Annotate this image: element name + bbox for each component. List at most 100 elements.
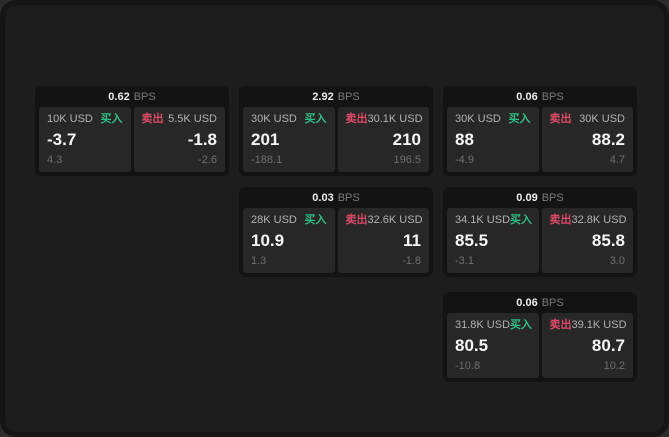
card-body: 10K USD 买入 -3.7 4.3 卖出 5.5K USD -1.8 -2.… [35,107,229,176]
card-header: 2.92 BPS [239,86,433,107]
buy-delta: 1.3 [251,255,267,267]
sell-side-label: 卖出 [549,319,572,331]
buy-panel[interactable]: 30K USD 买入 201 -188.1 [243,107,335,172]
sell-panel[interactable]: 卖出 39.1K USD 80.7 10.2 [541,313,633,378]
bps-suffix-label: BPS [133,90,156,103]
sell-amount: 5.5K USD [168,113,217,125]
card-header: 0.09 BPS [443,187,637,208]
bps-value: 0.03 [312,191,334,204]
card-body: 34.1K USD 买入 85.5 -3.1 卖出 32.8K USD 85.8… [443,208,637,277]
bps-suffix-label: BPS [337,191,360,204]
buy-panel-top: 30K USD 买入 [455,113,531,126]
sell-price: 80.7 [591,336,625,355]
buy-amount: 34.1K USD [455,214,511,226]
buy-panel-top: 28K USD 买入 [251,214,327,227]
card-header: 0.06 BPS [443,292,637,313]
bps-suffix-label: BPS [541,296,564,309]
sell-panel-top: 卖出 32.6K USD [345,214,423,227]
sell-side-label: 卖出 [549,113,572,125]
buy-price: 10.9 [251,231,285,250]
sell-panel[interactable]: 卖出 30.1K USD 210 196.5 [337,107,429,172]
buy-side-label: 买入 [100,113,123,125]
sell-amount: 30.1K USD [367,113,423,125]
sell-delta: 196.5 [393,154,421,166]
card-body: 31.8K USD 买入 80.5 -10.8 卖出 39.1K USD 80.… [443,313,637,382]
card-body: 28K USD 买入 10.9 1.3 卖出 32.6K USD 11 -1.8 [239,208,433,277]
bps-suffix-label: BPS [337,90,360,103]
buy-delta: -3.1 [455,255,474,267]
buy-side-label: 买入 [510,319,533,331]
card-body: 30K USD 买入 201 -188.1 卖出 30.1K USD 210 1… [239,107,433,176]
sell-price: 88.2 [591,130,625,149]
card-header: 0.06 BPS [443,86,637,107]
buy-panel-top: 10K USD 买入 [47,113,123,126]
buy-delta: -4.9 [455,154,474,166]
sell-price: 85.8 [591,231,625,250]
card-header: 0.03 BPS [239,187,433,208]
card-header: 0.62 BPS [35,86,229,107]
buy-panel-top: 30K USD 买入 [251,113,327,126]
sell-side-label: 卖出 [141,113,164,125]
bps-value: 0.06 [516,296,538,309]
buy-amount: 30K USD [455,113,501,125]
buy-price: 85.5 [455,231,489,250]
quote-card[interactable]: 0.06 BPS 31.8K USD 买入 80.5 -10.8 卖出 39.1… [443,292,637,382]
sell-delta: 10.2 [603,360,625,372]
sell-delta: -2.6 [198,154,217,166]
card-body: 30K USD 买入 88 -4.9 卖出 30K USD 88.2 4.7 [443,107,637,176]
bps-value: 2.92 [312,90,334,103]
sell-panel[interactable]: 卖出 32.8K USD 85.8 3.0 [541,208,633,273]
buy-side-label: 买入 [304,214,327,226]
buy-panel[interactable]: 28K USD 买入 10.9 1.3 [243,208,335,273]
buy-amount: 10K USD [47,113,93,125]
quote-card[interactable]: 0.62 BPS 10K USD 买入 -3.7 4.3 卖出 5.5K USD… [35,86,229,176]
sell-panel[interactable]: 卖出 5.5K USD -1.8 -2.6 [133,107,225,172]
buy-amount: 30K USD [251,113,297,125]
buy-panel-top: 34.1K USD 买入 [455,214,533,227]
sell-side-label: 卖出 [345,113,368,125]
bps-suffix-label: BPS [541,90,564,103]
buy-panel[interactable]: 10K USD 买入 -3.7 4.3 [39,107,131,172]
sell-panel-top: 卖出 5.5K USD [142,113,218,126]
sell-panel[interactable]: 卖出 32.6K USD 11 -1.8 [337,208,429,273]
sell-amount: 32.8K USD [571,214,627,226]
buy-panel[interactable]: 30K USD 买入 88 -4.9 [447,107,539,172]
buy-price: 80.5 [455,336,489,355]
sell-panel-top: 卖出 30K USD [550,113,626,126]
buy-price: 88 [455,130,474,149]
quote-card[interactable]: 0.09 BPS 34.1K USD 买入 85.5 -3.1 卖出 32.8K… [443,187,637,277]
buy-side-label: 买入 [508,113,531,125]
sell-delta: 3.0 [609,255,625,267]
quote-card[interactable]: 0.03 BPS 28K USD 买入 10.9 1.3 卖出 32.6K US… [239,187,433,277]
sell-price: 210 [392,130,421,149]
sell-amount: 39.1K USD [571,319,627,331]
buy-delta: -188.1 [251,154,283,166]
sell-panel[interactable]: 卖出 30K USD 88.2 4.7 [541,107,633,172]
bps-value: 0.62 [108,90,130,103]
quote-card[interactable]: 0.06 BPS 30K USD 买入 88 -4.9 卖出 30K USD 8… [443,86,637,176]
sell-price: 11 [403,231,421,250]
quote-card[interactable]: 2.92 BPS 30K USD 买入 201 -188.1 卖出 30.1K … [239,86,433,176]
buy-delta: 4.3 [47,154,63,166]
sell-delta: 4.7 [609,154,625,166]
sell-amount: 32.6K USD [367,214,423,226]
bps-suffix-label: BPS [541,191,564,204]
buy-delta: -10.8 [455,360,481,372]
buy-panel[interactable]: 34.1K USD 买入 85.5 -3.1 [447,208,539,273]
buy-side-label: 买入 [510,214,533,226]
sell-side-label: 卖出 [345,214,368,226]
buy-price: 201 [251,130,280,149]
buy-price: -3.7 [47,130,77,149]
buy-side-label: 买入 [304,113,327,125]
sell-price: -1.8 [187,130,217,149]
sell-amount: 30K USD [579,113,625,125]
buy-panel[interactable]: 31.8K USD 买入 80.5 -10.8 [447,313,539,378]
buy-amount: 31.8K USD [455,319,511,331]
sell-delta: -1.8 [402,255,421,267]
bps-value: 0.09 [516,191,538,204]
sell-panel-top: 卖出 30.1K USD [345,113,423,126]
sell-side-label: 卖出 [549,214,572,226]
bps-value: 0.06 [516,90,538,103]
sell-panel-top: 卖出 39.1K USD [549,319,627,332]
